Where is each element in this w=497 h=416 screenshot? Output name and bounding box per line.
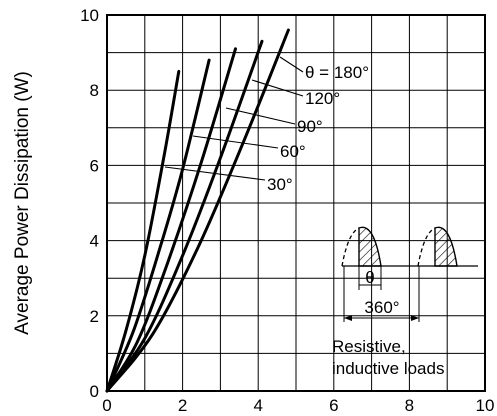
x-tick-label: 6 — [329, 396, 338, 415]
waveform-dashed-lead-1 — [341, 227, 360, 267]
y-tick-label: 2 — [90, 307, 99, 326]
y-tick-label: 0 — [90, 382, 99, 401]
theta-label: θ — [365, 268, 374, 287]
grid-lines — [107, 15, 485, 391]
curve-labels: θ = 180° 120° 90° 60° 30° — [164, 56, 369, 194]
waveform-pulse-2 — [434, 226, 458, 267]
y-tick-label: 8 — [90, 81, 99, 100]
leader-180 — [279, 56, 304, 73]
plot-frame — [106, 14, 486, 392]
period-arrow-left — [344, 315, 352, 321]
x-tick-label: 2 — [178, 396, 187, 415]
label-180: θ = 180° — [305, 63, 369, 82]
load-label-line2: inductive loads — [332, 359, 444, 378]
x-tick-label: 4 — [253, 396, 262, 415]
series-line-2 — [105, 47, 237, 393]
waveform-inset: θ 360° Resistive, inductive loads — [332, 226, 478, 378]
x-tick-label: 10 — [476, 396, 495, 415]
period-label: 360° — [364, 298, 399, 317]
period-arrow-right — [411, 315, 419, 321]
leader-90 — [225, 107, 296, 125]
x-tick-labels: 0 2 4 6 8 10 — [102, 396, 494, 415]
label-60: 60° — [280, 142, 306, 161]
y-tick-label: 6 — [90, 156, 99, 175]
leader-30 — [164, 166, 266, 181]
leader-60 — [192, 135, 279, 149]
label-30: 30° — [267, 175, 293, 194]
x-tick-label: 0 — [102, 396, 111, 415]
series-line-4 — [105, 28, 290, 393]
y-tick-labels: 0 2 4 6 8 10 — [80, 6, 99, 401]
load-label-line1: Resistive, — [332, 337, 406, 356]
x-tick-label: 8 — [405, 396, 414, 415]
leader-120 — [251, 79, 304, 97]
waveform-pulse-1 — [358, 226, 382, 267]
curves — [105, 28, 290, 393]
series-line-0 — [105, 69, 181, 393]
label-90: 90° — [297, 117, 323, 136]
series-line-3 — [105, 39, 264, 393]
y-tick-label: 4 — [90, 232, 99, 251]
label-120: 120° — [305, 89, 340, 108]
y-tick-label: 10 — [80, 6, 99, 25]
y-axis-title: Average Power Dissipation (W) — [12, 71, 33, 335]
series-line-1 — [105, 58, 211, 393]
waveform-dashed-lead-2 — [417, 227, 436, 267]
